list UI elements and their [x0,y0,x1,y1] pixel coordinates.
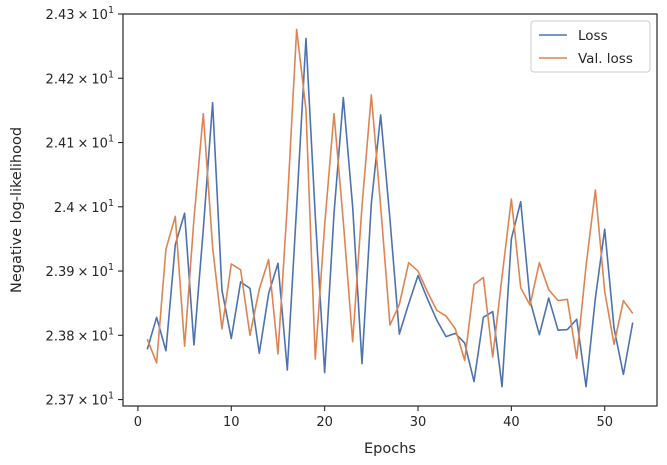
legend-box [530,20,651,73]
y-tick-label: 2.38 × 101 [46,326,114,344]
legend: Loss Val. loss [530,20,651,73]
y-axis-title: Negative log-likelihood [9,127,25,293]
x-axis: 0 10 20 30 40 50 [134,406,613,430]
y-tick-label: 2.39 × 101 [46,262,114,280]
legend-label-0: Loss [578,28,608,44]
x-tick-label: 0 [134,415,142,430]
plot-frame [122,13,658,407]
x-tick-label: 30 [410,415,427,430]
plot-area [122,13,658,407]
y-tick-label: 2.43 × 101 [46,5,114,23]
series-line-0 [146,37,634,388]
y-tick-label: 2.4 × 101 [54,198,114,216]
x-tick-label: 10 [223,415,240,430]
series-line-1 [146,28,634,364]
x-tick-label: 50 [596,415,613,430]
x-axis-title: Epochs [364,441,416,457]
x-tick-label: 40 [503,415,520,430]
y-tick-label: 2.41 × 101 [46,134,114,152]
y-tick-label: 2.42 × 101 [46,69,114,87]
y-tick-label: 2.37 × 101 [46,391,114,409]
x-tick-label: 20 [316,415,333,430]
y-axis: 2.37 × 101 2.38 × 101 2.39 × 101 2.4 × 101 2.41 × 101 2… [46,5,123,409]
series-lines [146,28,634,388]
legend-label-1: Val. loss [578,51,633,67]
